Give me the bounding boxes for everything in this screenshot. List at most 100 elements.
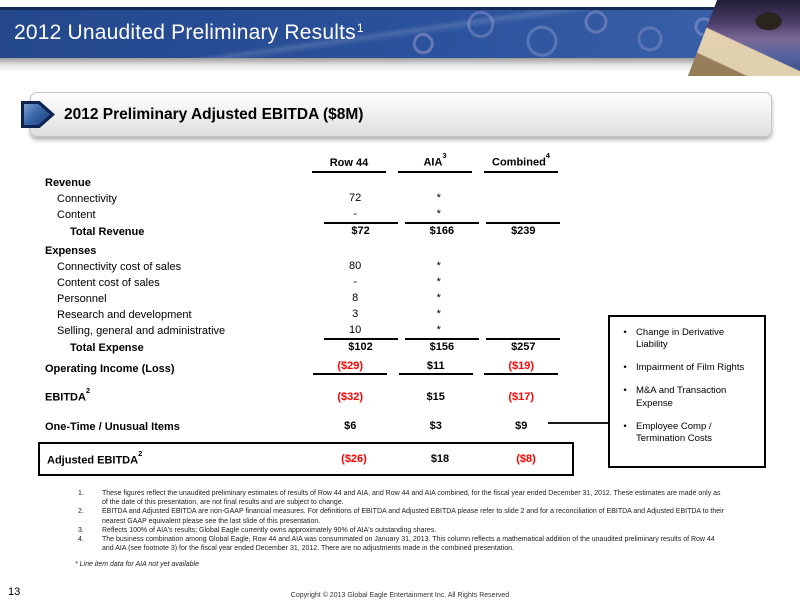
- table-row: Content - *: [42, 205, 564, 221]
- cell-value: *: [397, 192, 481, 205]
- cell-value: $156: [401, 338, 482, 354]
- cell-value-text: $239: [486, 222, 561, 238]
- table-row: EBITDA2 ($32) $15 ($17): [42, 386, 564, 404]
- asterisk-note: * Line item data for AIA not yet availab…: [75, 561, 199, 568]
- cell-value: $9: [478, 420, 564, 433]
- cell-value-text: 80: [349, 260, 362, 272]
- bullet-text: Impairment of Film Rights: [636, 362, 745, 374]
- row-label: Content cost of sales: [57, 277, 160, 289]
- cell-value: [478, 177, 564, 189]
- cell-value: ($8): [483, 453, 569, 466]
- cell-value: [480, 309, 564, 321]
- cell-value: *: [397, 276, 481, 289]
- cell-value-text: 10: [349, 324, 362, 336]
- cell-value: [307, 177, 393, 189]
- callout-bullet-item: • M&A and Transaction Expense: [614, 385, 760, 409]
- bullet-text: Change in Derivative Liability: [636, 327, 725, 351]
- cell-value-text: -: [353, 276, 357, 288]
- row-label: Operating Income (Loss): [45, 363, 175, 375]
- row-label: Personnel: [57, 293, 107, 305]
- row-label: One-Time / Unusual Items: [45, 421, 180, 433]
- one-time-items-callout: • Change in Derivative Liability • Impairme…: [608, 315, 766, 468]
- cell-value: $72: [320, 222, 401, 238]
- cell-value: [480, 293, 564, 305]
- cell-value-text: 3: [352, 308, 359, 320]
- table-row-gap: [42, 404, 564, 416]
- cell-value: $239: [483, 222, 564, 238]
- cell-value: [480, 277, 564, 289]
- cell-value: $15: [393, 391, 479, 404]
- footnote-text: These figures reflect the unaudited prel…: [102, 490, 721, 507]
- cell-value: [307, 245, 393, 257]
- row-label: Research and development: [57, 309, 192, 321]
- bullet-dot: •: [623, 385, 627, 397]
- cell-value: 3: [313, 308, 397, 321]
- cell-value-text: *: [436, 324, 441, 336]
- page-title: 2012 Unaudited Preliminary Results 1: [14, 10, 364, 55]
- callout-bullet-item: • Employee Comp / Termination Costs: [614, 421, 760, 445]
- cell-value-text: $9: [515, 420, 528, 432]
- cell-value: *: [397, 292, 481, 305]
- table-row: One-Time / Unusual Items $6 $3 $9: [42, 416, 564, 433]
- cell-value: *: [397, 208, 481, 221]
- cell-value-text: *: [436, 208, 441, 220]
- cell-value-text: ($8): [516, 452, 536, 465]
- banner-swoosh-decoration: [0, 10, 800, 58]
- cell-value: ($26): [311, 453, 397, 466]
- banner-bubble-decoration: [380, 10, 740, 58]
- footnote-item: 3. Reflects 100% of AIA's results; Global…: [78, 526, 726, 535]
- cell-value: -: [313, 208, 397, 221]
- banner-divider-strip: [0, 58, 800, 71]
- cell-value: [393, 177, 479, 189]
- table-row: Connectivity cost of sales 80 *: [42, 257, 564, 273]
- section-title: 2012 Preliminary Adjusted EBITDA ($8M): [64, 105, 364, 123]
- row-label: Expenses: [45, 245, 97, 257]
- cell-value: [478, 245, 564, 257]
- cell-value: $257: [483, 338, 564, 354]
- cell-value-text: $3: [429, 420, 442, 432]
- cell-value-text: [485, 333, 559, 334]
- footnote-text: The business combination among Global Ea…: [102, 536, 715, 553]
- cell-value-text: [485, 269, 559, 270]
- row-label: EBITDA2: [45, 386, 91, 404]
- cell-value-text: ($32): [337, 391, 364, 403]
- row-label: Content: [57, 209, 96, 221]
- cell-value: $3: [393, 420, 479, 433]
- cell-value: ($32): [307, 391, 393, 404]
- cell-value-text: [485, 301, 559, 302]
- cell-value-text: ($17): [508, 391, 535, 403]
- cell-value: $102: [320, 338, 401, 354]
- callout-bullet-list: • Change in Derivative Liability • Impairme…: [610, 317, 764, 445]
- footnote-text: Reflects 100% of AIA's results; Global E…: [102, 526, 437, 534]
- cell-value: 72: [313, 192, 397, 205]
- column-header-cell: Row 44: [306, 157, 392, 173]
- footnote-number: 1.: [78, 490, 84, 497]
- cell-value: [480, 325, 564, 337]
- table-row-gap: [42, 433, 564, 442]
- row-label-footnote-ref: 2: [85, 386, 91, 396]
- cell-value-text: [485, 285, 559, 286]
- column-header-cell: AIA3: [392, 151, 478, 173]
- cell-value-text: $257: [486, 338, 561, 354]
- section-header: 2012 Preliminary Adjusted EBITDA ($8M): [21, 92, 772, 137]
- table-row: Expenses: [42, 241, 564, 257]
- table-row: Research and development 3 *: [42, 305, 564, 321]
- column-header-cell: Combined4: [478, 151, 564, 173]
- column-header-label: Combined4: [484, 151, 558, 173]
- footnote-number: 4.: [78, 536, 84, 544]
- cell-value: 10: [313, 324, 397, 337]
- table-row: Total Revenue $72 $166 $239: [42, 221, 564, 238]
- table-row: Selling, general and administrative 10 *: [42, 321, 564, 337]
- cell-value: 80: [313, 260, 397, 273]
- cell-value: $6: [307, 420, 393, 433]
- cell-value-text: $6: [344, 420, 357, 432]
- column-header-label: Row 44: [312, 157, 386, 173]
- footnote-number: 3.: [78, 526, 84, 534]
- cell-value-text: $15: [426, 391, 445, 403]
- cell-value-text: *: [436, 260, 441, 272]
- arrow-icon: [21, 101, 55, 128]
- cell-value-text: [485, 201, 559, 202]
- financial-table: .Row 44AIA3Combined4RevenueConnectivity7…: [38, 151, 574, 476]
